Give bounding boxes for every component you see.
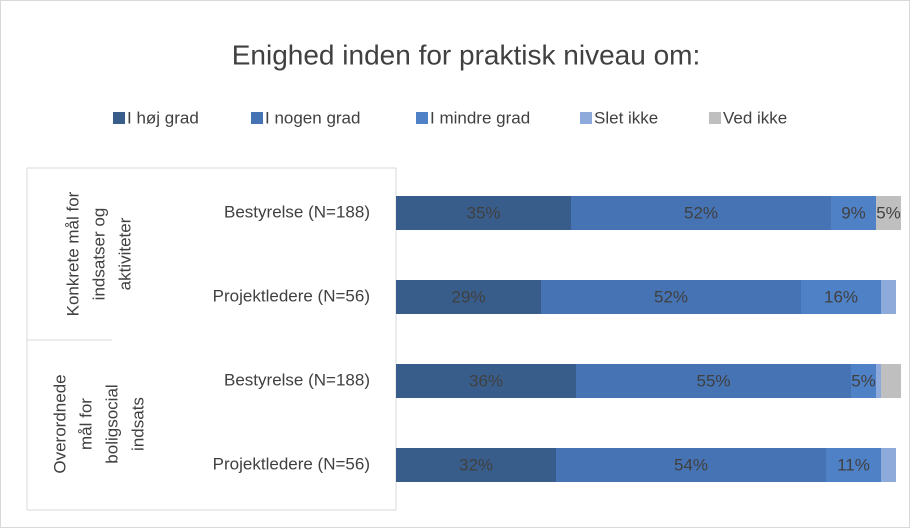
- group-label: Konkrete mål for indsatser og aktiviteter: [63, 191, 134, 316]
- chart-title: Enighed inden for praktisk niveau om:: [232, 39, 701, 70]
- group-label: Overordnede mål for boligsocial indsats: [50, 374, 147, 473]
- legend-swatch: [113, 112, 125, 124]
- category-table: [26, 167, 397, 511]
- bar-segment: [881, 364, 901, 398]
- bar-segment: [541, 280, 801, 314]
- bar-segment: [396, 280, 541, 314]
- bar-segment: [851, 364, 876, 398]
- data-label: 29%: [451, 287, 485, 306]
- category-label: Bestyrelse (N=188): [224, 370, 370, 389]
- category-label: Projektledere (N=56): [213, 454, 370, 473]
- data-label: 52%: [684, 203, 718, 222]
- group-label-line: Overordnede: [50, 374, 69, 473]
- data-label: 52%: [654, 287, 688, 306]
- bar-segment: [801, 280, 881, 314]
- group-label-line: aktiviteter: [115, 217, 134, 290]
- legend-label: I høj grad: [127, 108, 199, 127]
- data-label: 16%: [824, 287, 858, 306]
- legend-swatch: [580, 112, 592, 124]
- legend-swatch: [709, 112, 721, 124]
- bar-segment: [396, 364, 576, 398]
- legend-label: I mindre grad: [430, 108, 530, 127]
- bar-segment: [571, 196, 831, 230]
- bar-segment: [876, 364, 881, 398]
- category-label: Bestyrelse (N=188): [224, 202, 370, 221]
- group-label-line: indsats: [128, 397, 147, 451]
- bar-segment: [396, 196, 571, 230]
- data-label: 5%: [851, 371, 876, 390]
- legend-swatch: [416, 112, 428, 124]
- group-label-line: indsatser og: [89, 208, 108, 301]
- group-label-line: Konkrete mål for: [63, 191, 82, 316]
- bar-segment: [831, 196, 876, 230]
- bar-segment: [881, 448, 896, 482]
- bar-segment: [826, 448, 881, 482]
- data-label: 35%: [466, 203, 500, 222]
- bar-segment: [556, 448, 826, 482]
- data-label: 54%: [674, 455, 708, 474]
- bar-segment: [881, 280, 896, 314]
- bar-segment: [396, 448, 556, 482]
- data-label: 32%: [459, 455, 493, 474]
- category-label: Projektledere (N=56): [213, 286, 370, 305]
- group-label-line: boligsocial: [102, 384, 121, 463]
- data-label: 5%: [876, 203, 901, 222]
- data-label: 36%: [469, 371, 503, 390]
- legend-label: Slet ikke: [594, 108, 658, 127]
- legend-swatch: [251, 112, 263, 124]
- data-label: 11%: [837, 455, 870, 474]
- bar-segment: [576, 364, 851, 398]
- data-label: 9%: [841, 203, 866, 222]
- group-label-line: mål for: [76, 398, 95, 450]
- bar-segment: [876, 196, 901, 230]
- data-label: 55%: [696, 371, 730, 390]
- legend-label: I nogen grad: [265, 108, 360, 127]
- legend-label: Ved ikke: [723, 108, 787, 127]
